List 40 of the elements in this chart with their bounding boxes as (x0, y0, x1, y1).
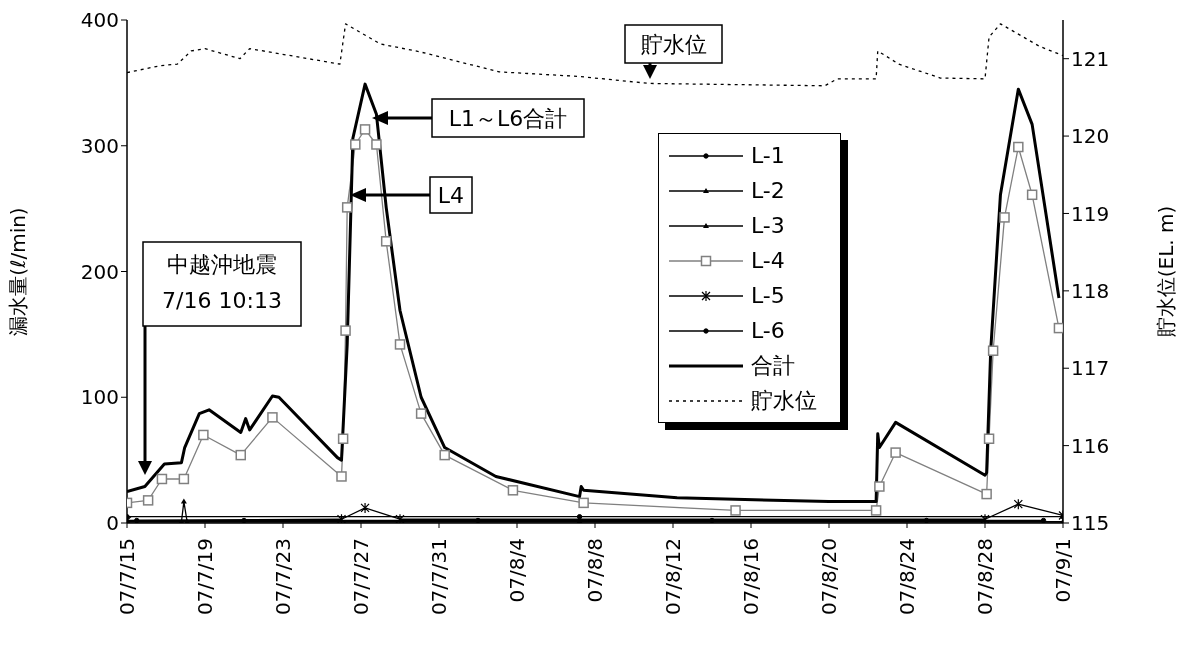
annotation: 中越沖地震 (167, 252, 277, 277)
y-axis-title: 漏水量(ℓ/min) (6, 207, 31, 336)
legend-label: L-5 (751, 283, 785, 308)
x-tick-label: 07/7/27 (349, 538, 373, 616)
y-tick-label: 100 (80, 385, 119, 410)
legend-label: L-3 (751, 213, 785, 238)
x-tick-label: 07/8/4 (505, 538, 529, 603)
y2-tick-label: 120 (1071, 124, 1110, 149)
legend-label: L-6 (751, 318, 785, 343)
legend-label: 貯水位 (751, 386, 817, 415)
annotation: L1～L6合計 (448, 106, 568, 131)
y-tick-label: 300 (80, 133, 119, 158)
y-tick-label: 400 (80, 8, 119, 33)
x-tick-label: 07/7/23 (271, 538, 295, 616)
x-tick-label: 07/8/8 (583, 538, 607, 603)
x-tick-label: 07/7/15 (115, 538, 139, 616)
annotation: 7/16 10:13 (162, 288, 282, 313)
x-tick-label: 07/8/16 (739, 538, 763, 616)
y2-tick-label: 117 (1071, 356, 1110, 381)
x-tick-label: 07/9/1 (1051, 538, 1075, 603)
x-tick-label: 07/8/12 (661, 538, 685, 616)
y2-tick-label: 118 (1071, 278, 1110, 303)
x-tick-label: 07/8/28 (973, 538, 997, 616)
x-tick-label: 07/7/31 (427, 538, 451, 616)
x-tick-label: 07/8/20 (817, 538, 841, 616)
y-tick-label: 200 (80, 259, 119, 284)
legend-label: L-4 (751, 248, 785, 273)
annotation: L4 (437, 183, 465, 208)
y2-tick-label: 121 (1071, 46, 1110, 71)
x-tick-label: 07/8/24 (895, 538, 919, 616)
y2-tick-label: 116 (1071, 433, 1110, 458)
legend-label: L-2 (751, 178, 785, 203)
y-tick-label: 0 (106, 511, 119, 536)
y2-tick-label: 115 (1071, 511, 1110, 536)
annotation: 貯水位 (640, 32, 707, 57)
legend-label: L-1 (751, 143, 785, 168)
y2-tick-label: 119 (1071, 201, 1110, 226)
legend-label: 合計 (751, 351, 795, 380)
y2-axis-title: 貯水位(EL. m) (1154, 205, 1179, 338)
x-tick-label: 07/7/19 (193, 538, 217, 616)
